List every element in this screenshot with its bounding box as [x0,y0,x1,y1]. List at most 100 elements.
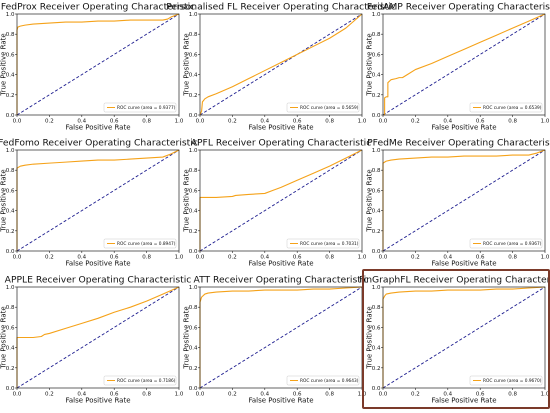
plot-frame [16,286,180,389]
legend-box [469,238,543,249]
y-axis-label: True Positive Rate [366,306,374,369]
y-tick-label: 0.8 [189,305,198,311]
legend-label: ROC curve (area = 0.9670) [483,378,542,384]
plot-frame [16,149,180,252]
x-tick-label: 0.4 [260,255,269,261]
y-tick-label: 1.0 [189,12,198,18]
x-tick-label: 0.6 [293,392,302,398]
x-tick-label: 0.8 [508,119,517,125]
y-tick-label: 0.4 [6,209,15,215]
x-tick-label: 1.0 [175,392,184,398]
x-tick-label: 0.6 [110,119,119,125]
y-tick-label: 0.6 [6,188,15,194]
y-tick-label: 0.2 [372,366,381,372]
x-tick-label: 0.8 [325,392,334,398]
x-tick-label: 0.6 [476,119,485,125]
chance-diagonal-line [16,286,180,389]
roc-panel: APPLE Receiver Operating Characteristic 0… [0,273,191,410]
y-tick-label: 0.2 [372,229,381,235]
legend-label: ROC curve (area = 0.7186) [117,378,176,384]
roc-chart-svg: ATT Receiver Operating Characteristic 0.0… [183,275,369,405]
x-tick-label: 0.2 [411,392,420,398]
x-tick-label: 0.6 [476,392,485,398]
plot-frame [382,286,546,389]
legend-label: ROC curve (area = 0.5659) [300,105,359,111]
chart-title: FedFomo Receiver Operating Characteristi… [0,138,198,149]
x-axis-label: False Positive Rate [65,260,130,268]
chance-diagonal-line [16,13,180,116]
y-axis-label: True Positive Rate [0,306,8,369]
plot-frame [382,13,546,116]
x-tick-label: 0.6 [293,119,302,125]
x-tick-label: 0.4 [443,119,452,125]
legend-box [286,238,360,249]
roc-curve-line [382,149,546,251]
roc-curve-line [199,149,363,251]
y-tick-label: 0.8 [372,168,381,174]
roc-panel: FedFomo Receiver Operating Characteristi… [0,136,198,273]
chance-diagonal-line [199,149,363,252]
highlight-frame [362,269,550,409]
chart-title: APFL Receiver Operating Characteristic [191,138,372,149]
y-tick-label: 0.0 [189,113,198,119]
roc-chart-svg: FedProx Receiver Operating Characteristi… [0,2,195,132]
x-axis-label: False Positive Rate [431,260,496,268]
y-axis-label: True Positive Rate [366,169,374,232]
chart-title: PFedMe Receiver Operating Characteristic [367,138,550,149]
x-tick-label: 0.8 [325,119,334,125]
roc-chart-svg: FedAMP Receiver Operating Characteristic… [366,2,550,132]
y-tick-label: 0.8 [6,305,15,311]
roc-panel: FedAMP Receiver Operating Characteristic… [366,0,550,137]
roc-curve-line [383,13,546,116]
legend-box [103,238,177,249]
y-tick-label: 0.8 [189,32,198,38]
y-tick-label: 0.4 [189,209,198,215]
x-axis-label: False Positive Rate [431,397,496,405]
y-tick-label: 0.2 [189,93,198,99]
y-tick-label: 0.4 [189,346,198,352]
y-axis-label: True Positive Rate [183,306,191,369]
y-tick-label: 0.6 [372,188,381,194]
x-tick-label: 0.0 [379,255,388,261]
y-tick-label: 1.0 [6,285,15,291]
legend-label: ROC curve (area = 0.9643) [300,378,359,384]
legend-label: ROC curve (area = 0.9377) [117,105,176,111]
y-tick-label: 0.2 [189,229,198,235]
x-tick-label: 0.4 [443,255,452,261]
x-tick-label: 0.8 [142,392,151,398]
y-tick-label: 0.0 [372,113,381,119]
chance-diagonal-line [382,13,546,116]
y-tick-label: 1.0 [6,148,15,154]
y-tick-label: 0.2 [6,93,15,99]
roc-panel: FinGraphFL Receiver Operating Characteri… [359,273,550,410]
legend-box [469,102,543,113]
y-tick-label: 0.0 [372,386,381,392]
roc-curve-line [199,13,363,116]
x-tick-label: 0.2 [228,255,237,261]
y-tick-label: 0.6 [6,52,15,58]
y-tick-label: 1.0 [372,148,381,154]
roc-curve-line [16,13,180,115]
x-tick-label: 0.2 [45,392,54,398]
x-tick-label: 0.6 [110,255,119,261]
roc-panel: ATT Receiver Operating Characteristic 0.0… [183,273,369,410]
legend-label: ROC curve (area = 0.7031) [300,241,359,247]
x-axis-label: False Positive Rate [431,124,496,132]
x-tick-label: 0.2 [45,119,54,125]
x-axis-label: False Positive Rate [248,260,313,268]
y-axis-label: True Positive Rate [0,33,8,96]
x-tick-label: 1.0 [541,392,550,398]
y-axis-label: True Positive Rate [366,33,374,96]
chart-title: FedProx Receiver Operating Characteristi… [1,2,195,13]
y-tick-label: 0.4 [6,73,15,79]
x-tick-label: 0.4 [260,119,269,125]
roc-curve-line [16,286,180,388]
x-tick-label: 0.0 [196,255,205,261]
y-tick-label: 0.2 [6,366,15,372]
y-tick-label: 0.6 [189,325,198,331]
y-tick-label: 0.0 [372,249,381,255]
y-tick-label: 0.0 [6,113,15,119]
chart-title: ATT Receiver Operating Characteristic [194,275,369,286]
x-tick-label: 1.0 [541,255,550,261]
